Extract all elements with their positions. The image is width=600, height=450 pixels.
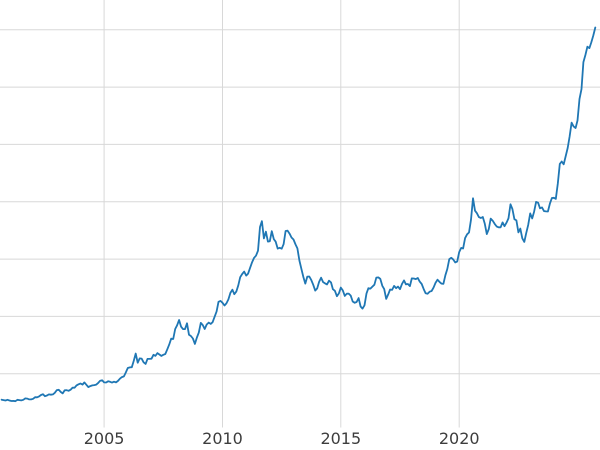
data-series (0, 26, 597, 403)
x-tick-label-2010: 2010 (202, 429, 243, 448)
x-tick-label-2020: 2020 (438, 429, 480, 448)
x-tick-label-2005: 2005 (83, 429, 125, 448)
gridlines (0, 0, 600, 428)
x-tick-label-2015: 2015 (320, 429, 362, 448)
series-line-0 (0, 26, 597, 403)
